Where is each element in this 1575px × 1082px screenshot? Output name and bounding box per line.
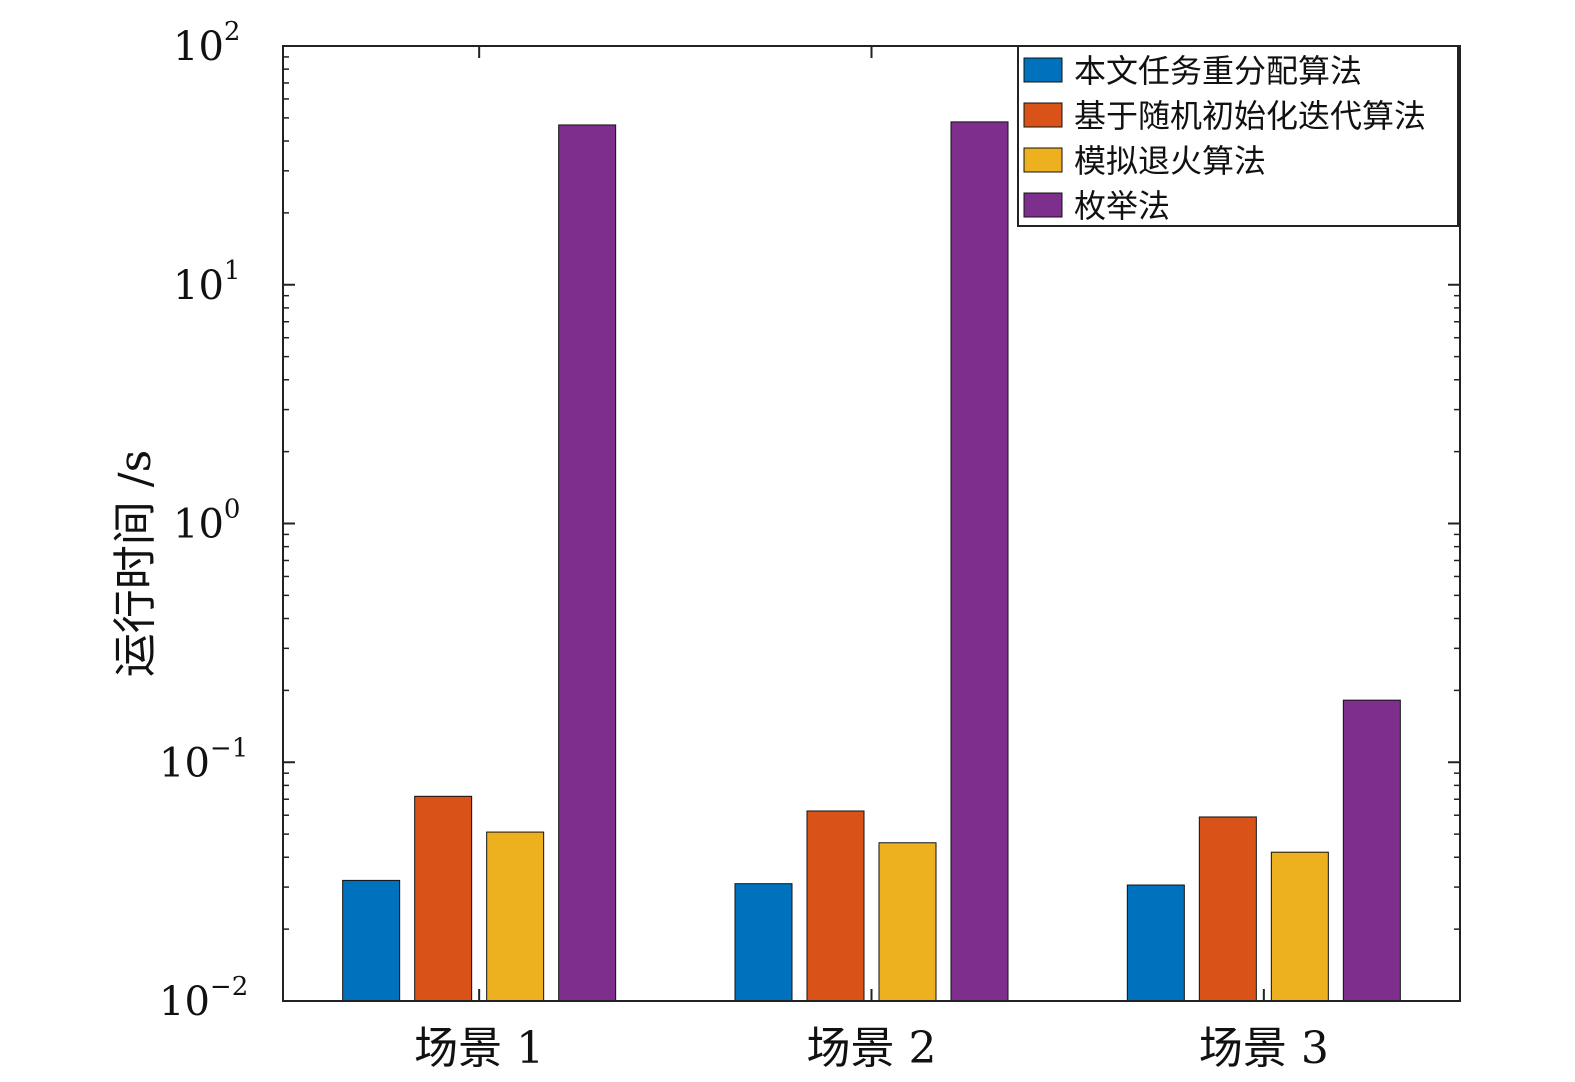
legend-label: 本文任务重分配算法 [1074,52,1362,90]
legend-label: 基于随机初始化迭代算法 [1074,97,1426,135]
y-axis-label: 运行时间 /s [110,450,161,677]
y-tick-label: 10−1 [159,733,248,786]
legend-swatch [1023,147,1063,173]
x-tick-label: 场景 3 [1199,1023,1329,1074]
legend-box [1017,45,1459,227]
y-tick-label: 102 [173,17,240,70]
bar [806,810,865,1002]
legend-swatch [1023,57,1063,83]
bar [950,121,1009,1002]
y-tick-label: 101 [173,256,240,309]
bar [414,795,473,1002]
bar [734,883,793,1002]
legend-swatch [1023,192,1063,218]
legend-label: 枚举法 [1074,187,1170,225]
y-tick-label: 10−2 [159,972,248,1025]
x-tick-label: 场景 2 [807,1023,937,1074]
bar [1126,884,1185,1002]
bar [1342,699,1401,1002]
bar [1270,851,1329,1002]
x-tick-label: 场景 1 [414,1023,544,1074]
bar [558,124,617,1002]
bar [1198,816,1257,1002]
legend-label: 模拟退火算法 [1074,142,1266,180]
bar [486,831,545,1002]
bar [342,879,401,1002]
y-tick-label: 100 [173,495,240,548]
legend-swatch [1023,102,1063,128]
bar [878,842,937,1002]
